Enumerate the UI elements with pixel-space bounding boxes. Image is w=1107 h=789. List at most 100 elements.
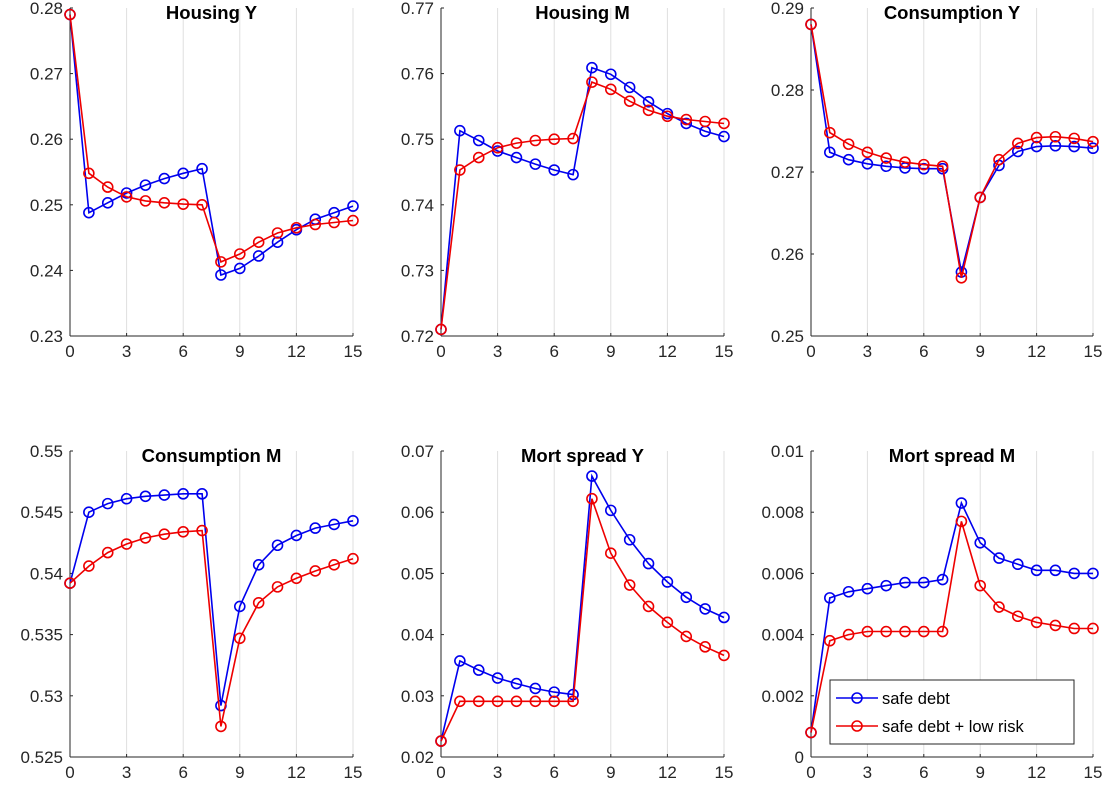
- x-tick-label: 9: [606, 763, 615, 782]
- data-point-safe-debt-low-risk: [1087, 622, 1099, 635]
- data-point-safe-debt-low-risk: [234, 632, 246, 645]
- x-tick-label: 12: [658, 342, 677, 361]
- x-tick-label: 9: [975, 763, 984, 782]
- data-point-safe-debt: [139, 179, 152, 191]
- data-point-safe-debt: [271, 236, 284, 248]
- x-tick-label: 15: [344, 763, 363, 782]
- y-tick-label: 0.04: [401, 626, 434, 645]
- data-point-safe-debt-low-risk: [823, 634, 836, 647]
- series-line-safe-debt-low-risk: [69, 529, 354, 727]
- data-point-safe-debt-low-risk: [718, 117, 730, 130]
- data-point-safe-debt-low-risk: [805, 18, 817, 31]
- x-tick-label: 3: [122, 342, 131, 361]
- data-point-safe-debt-low-risk: [993, 153, 1005, 166]
- data-point-safe-debt: [548, 164, 561, 176]
- data-point-safe-debt: [823, 592, 836, 604]
- data-point-safe-debt-low-risk: [861, 625, 874, 638]
- x-tick-label: 6: [178, 342, 187, 361]
- data-point-safe-debt-low-risk: [1030, 131, 1043, 144]
- data-point-safe-debt-low-risk: [861, 146, 874, 159]
- data-point-safe-debt-low-risk: [290, 221, 303, 234]
- data-point-safe-debt: [1030, 564, 1043, 577]
- data-point-safe-debt-low-risk: [435, 323, 447, 336]
- x-tick-label: 12: [658, 763, 677, 782]
- x-tick-label: 15: [715, 763, 734, 782]
- data-point-safe-debt: [718, 130, 730, 143]
- x-tick-label: 0: [806, 763, 815, 782]
- panel-title: Housing Y: [166, 2, 258, 23]
- data-point-safe-debt: [158, 172, 171, 185]
- y-tick-label: 0.26: [30, 130, 63, 149]
- data-point-safe-debt-low-risk: [347, 214, 359, 227]
- y-tick-label: 0.74: [401, 196, 434, 215]
- panel-title: Mort spread M: [889, 445, 1015, 466]
- data-point-safe-debt-low-risk: [917, 158, 930, 171]
- data-point-safe-debt-low-risk: [1011, 610, 1024, 623]
- data-point-safe-debt: [454, 655, 466, 667]
- data-point-safe-debt-low-risk: [586, 492, 598, 505]
- y-tick-label: 0.27: [771, 163, 804, 182]
- data-point-safe-debt: [842, 153, 855, 166]
- data-point-safe-debt: [234, 262, 246, 275]
- data-point-safe-debt: [680, 117, 693, 130]
- y-tick-label: 0.27: [30, 65, 63, 84]
- data-point-safe-debt-low-risk: [472, 695, 485, 708]
- x-tick-label: 0: [436, 342, 445, 361]
- data-point-safe-debt-low-risk: [880, 625, 893, 638]
- y-tick-label: 0.545: [20, 503, 63, 522]
- x-tick-label: 3: [493, 342, 502, 361]
- data-point-safe-debt-low-risk: [680, 630, 693, 643]
- data-point-safe-debt: [252, 559, 265, 571]
- data-point-safe-debt-low-risk: [842, 138, 855, 150]
- legend-box: [829, 679, 1075, 745]
- legend-label-safe-debt-low-risk: safe debt + low risk: [882, 718, 1024, 736]
- data-point-safe-debt-low-risk: [1087, 135, 1099, 148]
- data-point-safe-debt-low-risk: [1068, 622, 1080, 635]
- x-tick-label: 12: [1027, 342, 1046, 361]
- data-point-safe-debt-low-risk: [491, 695, 504, 708]
- data-point-safe-debt: [196, 488, 208, 500]
- data-point-safe-debt-low-risk: [718, 649, 730, 662]
- x-tick-label: 6: [549, 763, 558, 782]
- data-point-safe-debt: [842, 585, 855, 598]
- legend-label-safe-debt: safe debt: [882, 690, 950, 708]
- y-tick-label: 0.55: [30, 442, 63, 461]
- data-point-safe-debt-low-risk: [309, 218, 322, 231]
- data-point-safe-debt: [1049, 564, 1062, 577]
- data-point-safe-debt: [642, 96, 655, 108]
- y-tick-label: 0.07: [401, 442, 434, 461]
- data-point-safe-debt-low-risk: [328, 216, 340, 229]
- x-tick-label: 6: [178, 763, 187, 782]
- x-tick-label: 6: [549, 342, 558, 361]
- y-tick-label: 0.03: [401, 687, 434, 706]
- data-point-safe-debt: [101, 497, 114, 510]
- data-point-safe-debt-low-risk: [328, 559, 340, 571]
- data-point-safe-debt: [271, 539, 284, 552]
- data-point-safe-debt: [993, 552, 1005, 564]
- data-point-safe-debt-low-risk: [917, 625, 930, 638]
- y-tick-label: 0.75: [401, 130, 434, 149]
- data-point-safe-debt-low-risk: [1011, 137, 1024, 150]
- panel-title: Consumption M: [142, 445, 282, 466]
- y-tick-label: 0.54: [30, 564, 63, 583]
- data-point-safe-debt: [454, 124, 466, 137]
- data-point-safe-debt-low-risk: [290, 572, 303, 585]
- legend: safe debt safe debt + low risk: [829, 679, 1075, 745]
- data-point-safe-debt-low-risk: [823, 126, 836, 139]
- data-point-safe-debt: [234, 600, 246, 613]
- data-point-safe-debt-low-risk: [454, 695, 466, 708]
- data-point-safe-debt-low-risk: [567, 695, 579, 708]
- data-point-safe-debt: [120, 492, 133, 505]
- data-point-safe-debt: [1068, 567, 1080, 580]
- data-point-safe-debt-low-risk: [899, 625, 911, 638]
- y-tick-label: 0.28: [30, 0, 63, 18]
- plot-area: [811, 8, 1093, 336]
- data-point-safe-debt: [604, 504, 617, 517]
- y-tick-label: 0.24: [30, 261, 63, 280]
- data-point-safe-debt-low-risk: [101, 181, 114, 193]
- data-point-safe-debt-low-risk: [699, 641, 711, 653]
- data-point-safe-debt-low-risk: [215, 720, 227, 733]
- data-point-safe-debt: [623, 81, 636, 94]
- legend-swatch-marker: [851, 692, 863, 704]
- data-point-safe-debt: [177, 167, 189, 180]
